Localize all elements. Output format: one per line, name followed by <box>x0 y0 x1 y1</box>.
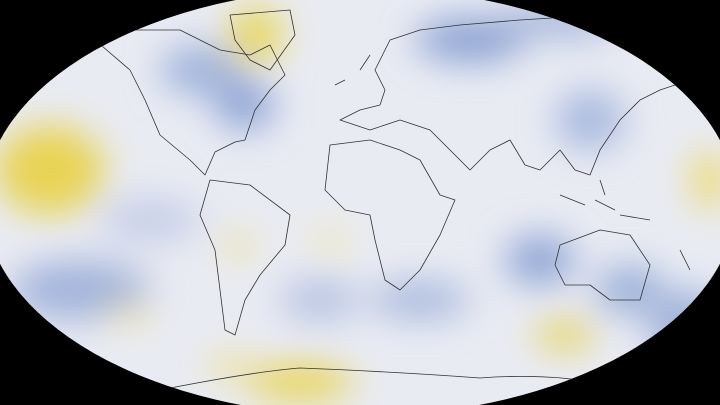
cool-area <box>215 80 275 130</box>
warm-area <box>245 364 355 400</box>
coastlines <box>94 9 701 393</box>
warm-area <box>690 150 720 210</box>
north-america <box>94 29 286 176</box>
cool-area <box>595 265 665 315</box>
cool-area <box>370 282 470 318</box>
antarctica <box>149 367 621 393</box>
warm-area <box>224 231 252 259</box>
warm-area <box>227 7 283 63</box>
cool-area <box>160 45 240 95</box>
islands <box>334 54 691 271</box>
africa <box>324 139 456 291</box>
cool-area <box>10 260 150 320</box>
warm-area <box>535 321 595 349</box>
cool-area <box>505 235 575 285</box>
warm-area <box>0 125 105 215</box>
cool-area <box>555 90 625 150</box>
cool-area <box>280 280 360 320</box>
warm-area <box>105 305 155 325</box>
warm-area <box>205 355 255 375</box>
south-america <box>199 179 291 336</box>
warm-area <box>308 230 352 250</box>
eurasia <box>339 14 701 176</box>
australia <box>554 229 651 301</box>
cool-area <box>100 200 200 240</box>
greenland <box>229 9 296 71</box>
cool-area <box>415 18 525 62</box>
